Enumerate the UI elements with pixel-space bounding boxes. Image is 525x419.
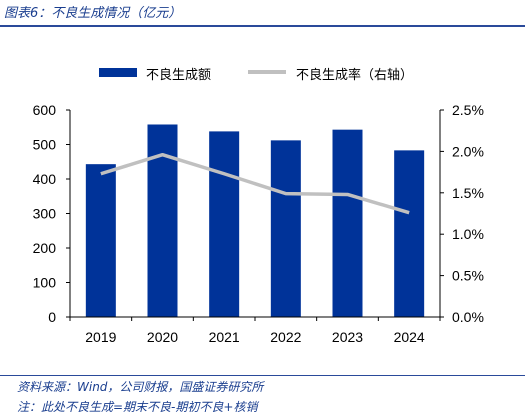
x-tick-label: 2019 — [85, 329, 116, 345]
bar-2023 — [332, 129, 363, 317]
right-tick-label: 1.5% — [452, 185, 484, 201]
x-tick-label: 2022 — [270, 329, 301, 345]
x-tick-label: 2021 — [209, 329, 240, 345]
legend-bar-swatch — [99, 68, 137, 77]
figure-title: 图表6：不良生成情况（亿元） — [4, 6, 182, 21]
legend-bar-label: 不良生成额 — [146, 68, 212, 83]
formula-note: 注：此处不良生成=期末不良-期初不良+核销 — [17, 400, 258, 414]
left-tick-label: 600 — [33, 102, 57, 118]
bar-2024 — [394, 150, 425, 317]
bar-2019 — [85, 164, 116, 317]
left-tick-label: 500 — [33, 137, 57, 153]
bar-2021 — [209, 131, 240, 317]
right-tick-label: 1.0% — [452, 226, 484, 242]
top-rule — [0, 25, 525, 27]
left-tick-label: 400 — [33, 171, 57, 187]
left-tick-label: 0 — [48, 309, 56, 325]
bar-2022 — [270, 140, 301, 317]
source-note: 资料来源：Wind，公司财报，国盛证券研究所 — [17, 380, 264, 394]
combo-chart: 0 100 200 300 400 500 600 0.0% 0.5% 1.0% 1.5% 2.0% 2… — [33, 68, 484, 345]
right-tick-label: 0.0% — [452, 309, 484, 325]
right-tick-label: 2.0% — [452, 143, 484, 159]
bottom-rule — [0, 375, 525, 376]
x-tick-label: 2024 — [394, 329, 425, 345]
left-tick-label: 200 — [33, 240, 57, 256]
legend-line-label: 不良生成率（右轴） — [296, 68, 414, 83]
right-tick-label: 0.5% — [452, 268, 484, 284]
left-tick-label: 100 — [33, 275, 57, 291]
x-tick-label: 2020 — [147, 329, 178, 345]
x-tick-label: 2023 — [332, 329, 363, 345]
rate-line — [100, 152, 410, 215]
right-tick-label: 2.5% — [452, 102, 484, 118]
left-tick-label: 300 — [33, 206, 57, 222]
